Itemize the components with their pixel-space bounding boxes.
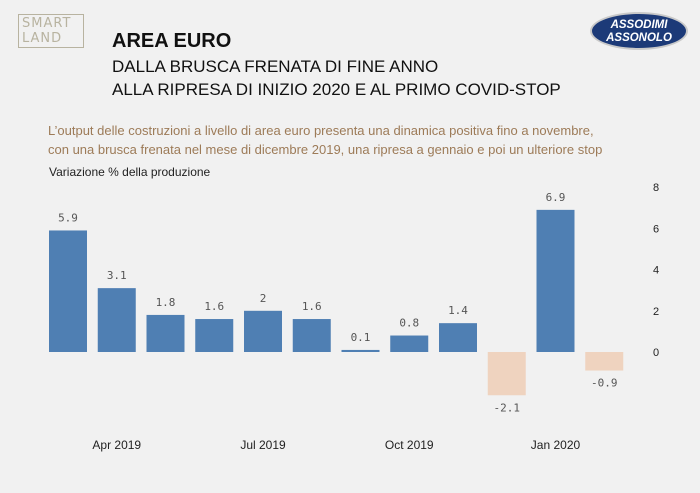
bar [97,288,136,352]
logo-land-text: LAND [22,31,63,46]
bar-value-label: 0.1 [351,331,371,344]
bar [244,310,282,352]
bar [195,319,234,352]
assodimi-logo: ASSODIMI ASSONOLO [590,12,688,50]
description-line-1: L’output delle costruzioni a livello di … [48,123,594,138]
bar-value-label: 1.4 [448,304,468,317]
subtitle-line-1: DALLA BRUSCA FRENATA DI FINE ANNO [112,57,439,76]
bar [146,314,185,352]
y-tick-label: 8 [653,182,659,194]
bar [390,335,429,352]
x-tick-label: Apr 2019 [92,438,141,452]
bar-value-label: -0.9 [591,377,618,390]
y-axis-label: Variazione % della produzione [49,165,211,179]
subtitle-line-2: ALLA RIPRESA DI INIZIO 2020 E AL PRIMO C… [112,80,561,99]
bar-value-label: 3.1 [107,269,127,282]
bar-value-label: 1.6 [204,300,224,313]
bar-value-label: 2 [260,292,267,305]
chart-description: L’output delle costruzioni a livello di … [48,121,668,159]
page-title: AREA EURO [112,30,232,52]
logo-smart-text: SMART [22,16,72,31]
bar [341,349,380,352]
bar-value-label: 1.8 [156,296,176,309]
y-tick-label: 4 [653,265,659,277]
bar [439,323,477,352]
smartland-logo: SMART LAND [18,14,84,48]
bar [585,352,624,371]
bar-value-label: 1.6 [302,300,322,313]
bar-value-label: 0.8 [399,317,419,330]
x-tick-label: Jul 2019 [240,438,286,452]
y-tick-label: 6 [653,223,659,235]
logo-assonolo-text: ASSONOLO [606,32,672,44]
description-line-2: con una brusca frenata nel mese di dicem… [48,142,603,157]
bar-value-label: 5.9 [58,211,78,224]
bar-value-label: -2.1 [494,401,521,414]
y-tick-label: 0 [653,347,659,359]
bar [536,209,575,352]
bar [487,352,526,396]
y-tick-label: 2 [653,306,659,318]
bar-value-label: 6.9 [546,191,566,204]
bar [292,319,331,352]
bar [49,230,87,352]
logo-assodimi-text: ASSODIMI [610,19,668,31]
x-tick-label: Jan 2020 [531,438,581,452]
x-tick-label: Oct 2019 [385,438,434,452]
